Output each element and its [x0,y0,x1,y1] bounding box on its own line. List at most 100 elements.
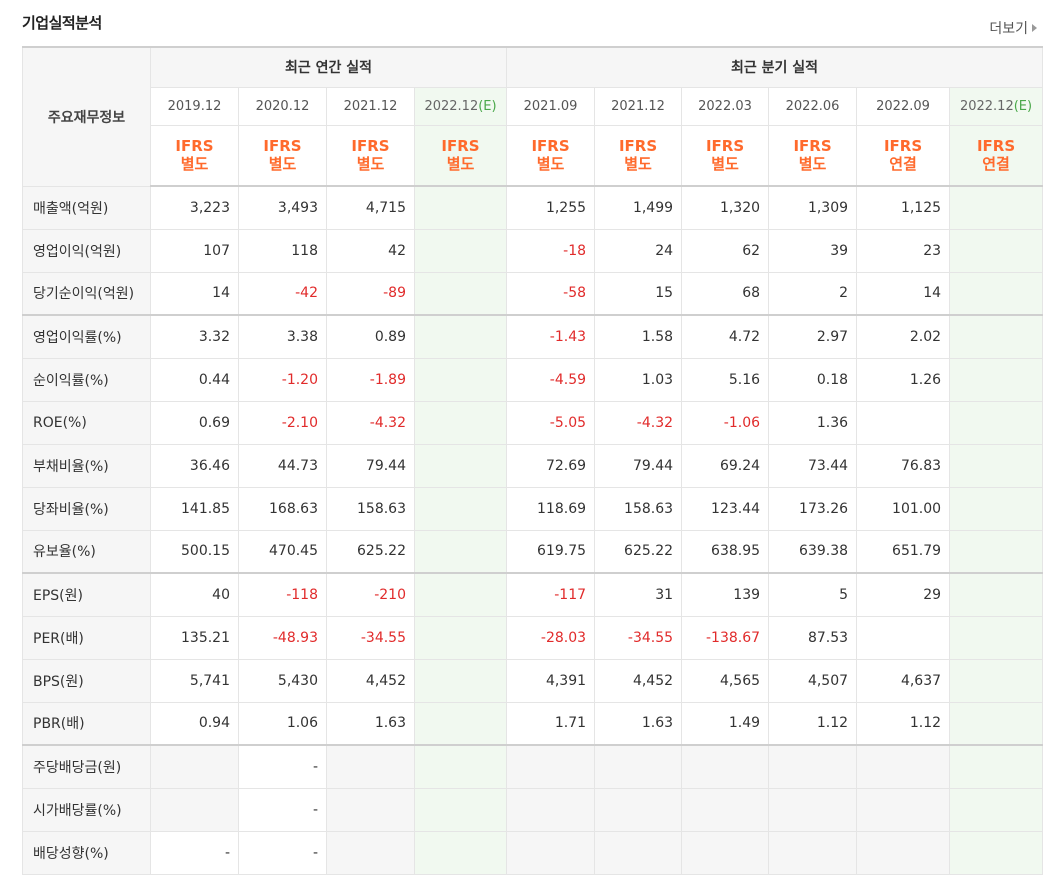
table-cell: 3,223 [150,185,239,230]
table-cell: 4,452 [326,658,415,703]
table-cell [949,271,1044,316]
table-cell: 168.63 [238,486,327,531]
table-cell [413,314,508,359]
date-text: 2021.12 [343,98,398,114]
more-link[interactable]: 더보기 [989,18,1037,38]
ifrs-type: 별도 [356,155,385,174]
table-cell: 72.69 [506,443,596,488]
table-cell [949,615,1044,660]
table-cell [681,787,770,832]
table-cell [413,529,508,574]
ifrs-type: 연결 [982,155,1010,174]
table-cell: 158.63 [594,486,683,531]
ifrs-label: IFRS [705,137,745,156]
table-cell: 1.36 [768,400,858,445]
table-cell: 2.97 [768,314,858,359]
table-row: EPS(원) 40 -118 -210 -117 31 139 5 29 [22,572,1044,617]
table-cell: 23 [856,228,951,273]
table-cell: 619.75 [506,529,596,574]
estimate-mark: (E) [478,98,497,114]
date-text: 2022.12 [959,98,1014,114]
table-cell [949,529,1044,574]
table-row: 당좌비율(%) 141.85 168.63 158.63 118.69 158.63 123… [22,486,1044,531]
table-cell: 0.94 [150,701,239,746]
table-cell: 651.79 [856,529,951,574]
table-cell: 24 [594,228,683,273]
annual-date-header: 2020.12 [238,86,327,126]
table-cell [949,830,1044,875]
table-cell: -1.43 [506,314,596,359]
table-cell: 1,255 [506,185,596,230]
table-cell: 1.12 [856,701,951,746]
table-cell: 5,741 [150,658,239,703]
table-cell: 31 [594,572,683,617]
table-cell: -117 [506,572,596,617]
table-row: 순이익률(%) 0.44 -1.20 -1.89 -4.59 1.03 5.16 0.18 1.… [22,357,1044,402]
table-cell: - [238,744,327,789]
table-cell [413,572,508,617]
table-cell: 40 [150,572,239,617]
table-cell: -34.55 [594,615,683,660]
financial-table: 주요재무정보 최근 연간 실적 최근 분기 실적 2019.12 2020.12 2… [22,46,1044,875]
table-cell: 638.95 [681,529,770,574]
table-cell [949,314,1044,359]
table-cell: 5.16 [681,357,770,402]
table-cell: -210 [326,572,415,617]
table-cell: 101.00 [856,486,951,531]
table-cell [413,744,508,789]
table-cell: 139 [681,572,770,617]
table-cell: 69.24 [681,443,770,488]
table-cell: - [238,830,327,875]
table-cell: 1,309 [768,185,858,230]
table-cell: 5,430 [238,658,327,703]
table-cell: -58 [506,271,596,316]
table-cell [413,701,508,746]
quarter-ifrs-header: IFRS 별도 [681,124,770,187]
table-cell [949,572,1044,617]
ifrs-label: IFRS [263,137,302,156]
annual-ifrs-header: IFRS 별도 [326,124,415,187]
table-cell: -2.10 [238,400,327,445]
table-row: 영업이익(억원) 107 118 42 -18 24 62 39 23 [22,228,1044,273]
table-cell [949,701,1044,746]
table-row: 부채비율(%) 36.46 44.73 79.44 72.69 79.44 69.24 73.… [22,443,1044,488]
row-label: BPS(원) [22,658,151,703]
table-cell: 118 [238,228,327,273]
table-cell [949,228,1044,273]
table-cell: 0.69 [150,400,239,445]
ifrs-type: 별도 [180,155,209,174]
table-cell [506,787,596,832]
table-cell: 107 [150,228,239,273]
table-cell [413,357,508,402]
ifrs-label: IFRS [441,137,480,156]
table-cell [326,787,415,832]
table-cell [594,830,683,875]
table-cell: 1.71 [506,701,596,746]
table-cell [949,400,1044,445]
table-cell [413,400,508,445]
table-cell: 1,125 [856,185,951,230]
row-label: 부채비율(%) [22,443,151,488]
quarter-ifrs-header: IFRS 연결 [856,124,951,187]
date-text: 2020.12 [255,98,310,114]
table-cell: 135.21 [150,615,239,660]
ifrs-type: 연결 [889,155,917,174]
ifrs-label: IFRS [793,137,832,156]
table-cell: 73.44 [768,443,858,488]
ifrs-type: 별도 [624,155,652,174]
row-label: PER(배) [22,615,151,660]
table-row: 당기순이익(억원) 14 -42 -89 -58 15 68 2 14 [22,271,1044,316]
date-text: 2022.03 [698,98,752,114]
table-cell: 470.45 [238,529,327,574]
table-cell [413,228,508,273]
table-cell: 36.46 [150,443,239,488]
table-cell: 79.44 [594,443,683,488]
ifrs-type: 별도 [711,155,739,174]
date-text: 2021.09 [523,98,578,114]
table-cell: 15 [594,271,683,316]
table-cell: - [150,830,239,875]
row-label: 주당배당금(원) [22,744,151,789]
annual-date-header: 2022.12(E) [413,86,508,126]
annual-group-header: 최근 연간 실적 [149,46,508,88]
